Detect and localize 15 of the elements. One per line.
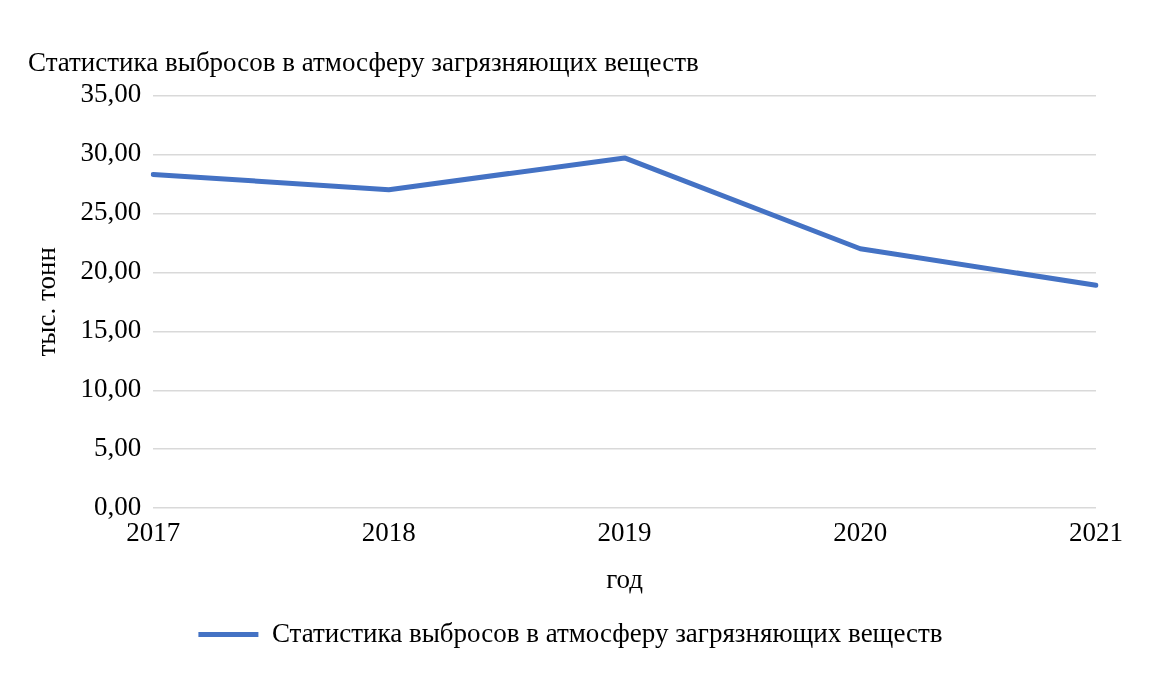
y-tick-label: 10,00 bbox=[80, 373, 142, 404]
x-tick-label: 2018 bbox=[361, 517, 416, 548]
chart-title: Статистика выбросов в атмосферу загрязняющих веществ bbox=[28, 47, 699, 78]
y-axis-title: тыс. тонн bbox=[31, 247, 62, 357]
legend-label: Статистика выбросов в атмосферу загрязняющих веществ bbox=[271, 617, 943, 648]
y-tick-label: 20,00 bbox=[80, 255, 142, 286]
x-tick-label: 2019 bbox=[597, 517, 652, 548]
x-axis-title: год bbox=[606, 563, 644, 594]
x-tick-label: 2020 bbox=[833, 517, 888, 548]
x-tick-label: 2021 bbox=[1069, 517, 1123, 548]
y-tick-label: 30,00 bbox=[80, 137, 142, 168]
y-tick-label: 35,00 bbox=[80, 78, 142, 109]
y-tick-label: 5,00 bbox=[93, 432, 142, 463]
y-tick-label: 25,00 bbox=[80, 196, 142, 227]
y-tick-label: 15,00 bbox=[80, 314, 142, 345]
